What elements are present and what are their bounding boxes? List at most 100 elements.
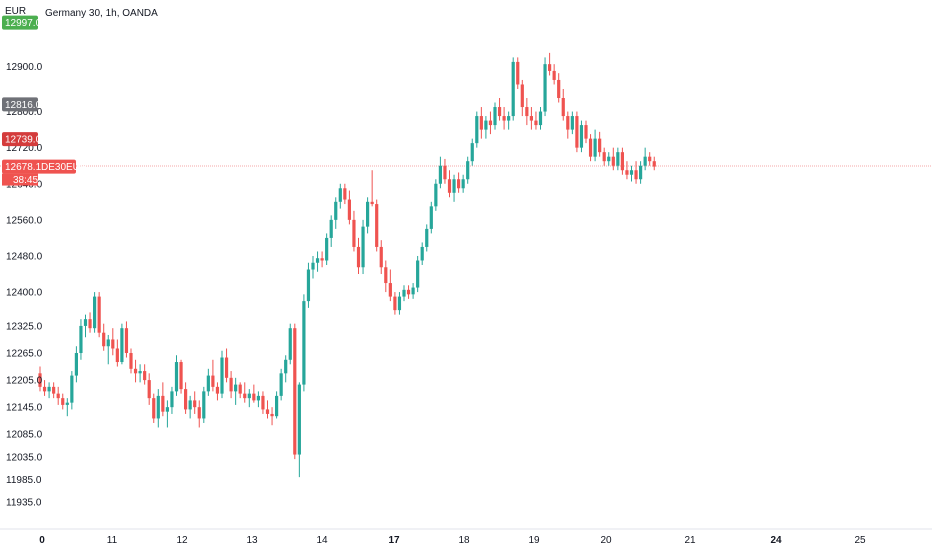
candle[interactable] [639, 161, 643, 184]
candle[interactable] [302, 294, 306, 392]
candle[interactable] [548, 52, 552, 76]
candle[interactable] [543, 57, 547, 117]
candle[interactable] [525, 98, 529, 126]
candle[interactable] [570, 111, 574, 135]
candle[interactable] [457, 172, 461, 193]
candle[interactable] [652, 156, 656, 171]
candle[interactable] [315, 251, 320, 272]
candle[interactable] [334, 197, 338, 229]
candle[interactable] [279, 368, 283, 401]
candle[interactable] [611, 147, 615, 171]
candle[interactable] [56, 386, 60, 405]
candle[interactable] [147, 373, 151, 405]
candle[interactable] [366, 197, 370, 234]
candle[interactable] [325, 233, 329, 265]
candle[interactable] [165, 400, 169, 428]
candle[interactable] [648, 152, 652, 166]
candle[interactable] [115, 339, 119, 367]
candle[interactable] [293, 323, 297, 460]
candle[interactable] [252, 384, 256, 403]
candle[interactable] [379, 240, 383, 275]
candle[interactable] [247, 389, 251, 408]
candle[interactable] [83, 314, 88, 338]
candle[interactable] [629, 165, 634, 182]
candle[interactable] [97, 292, 101, 338]
candle[interactable] [243, 382, 247, 403]
candle[interactable] [347, 190, 351, 225]
candle[interactable] [234, 377, 238, 405]
candle[interactable] [320, 251, 324, 268]
candle[interactable] [443, 158, 447, 184]
candle[interactable] [111, 328, 115, 356]
candle[interactable] [625, 161, 629, 180]
candle[interactable] [297, 382, 301, 478]
candle[interactable] [593, 129, 597, 162]
candle[interactable] [438, 156, 442, 189]
candle[interactable] [275, 391, 279, 419]
candle[interactable] [479, 107, 483, 139]
candle[interactable] [466, 156, 470, 184]
candle[interactable] [520, 79, 524, 117]
candle[interactable] [388, 269, 392, 302]
candle[interactable] [138, 364, 142, 383]
candle[interactable] [152, 393, 156, 423]
candle[interactable] [634, 161, 638, 184]
candle[interactable] [143, 364, 147, 385]
candle[interactable] [552, 64, 556, 85]
candle[interactable] [356, 237, 361, 275]
candle[interactable] [93, 292, 97, 333]
candle[interactable] [502, 107, 506, 130]
candle[interactable] [52, 382, 56, 399]
candle[interactable] [475, 111, 479, 148]
candle[interactable] [229, 371, 233, 399]
candle[interactable] [170, 386, 174, 414]
candle[interactable] [70, 371, 74, 410]
candle[interactable] [452, 174, 456, 202]
candle[interactable] [529, 107, 533, 130]
candle[interactable] [106, 334, 110, 365]
candle[interactable] [74, 346, 78, 383]
candle[interactable] [306, 262, 311, 308]
candle[interactable] [88, 312, 92, 333]
candle[interactable] [202, 386, 206, 423]
candle[interactable] [261, 391, 265, 414]
candle[interactable] [215, 382, 220, 401]
candle[interactable] [406, 285, 411, 299]
candle[interactable] [197, 400, 201, 428]
candle[interactable] [447, 170, 452, 198]
candle[interactable] [643, 147, 647, 171]
candle[interactable] [557, 73, 561, 103]
candle[interactable] [497, 98, 502, 121]
candle[interactable] [511, 57, 515, 121]
candle[interactable] [488, 111, 493, 135]
candle[interactable] [343, 183, 347, 205]
candles[interactable] [38, 52, 656, 478]
candle[interactable] [265, 400, 270, 419]
candle[interactable] [375, 199, 379, 252]
candle[interactable] [361, 219, 365, 275]
candle[interactable] [534, 111, 538, 130]
candle[interactable] [288, 323, 292, 365]
candle[interactable] [270, 407, 274, 426]
candle[interactable] [484, 116, 488, 139]
candle[interactable] [224, 348, 229, 383]
candle[interactable] [102, 323, 106, 351]
candle[interactable] [161, 382, 165, 417]
candle[interactable] [211, 359, 215, 392]
candle[interactable] [220, 350, 224, 399]
candle[interactable] [620, 147, 624, 175]
candle[interactable] [120, 323, 124, 365]
candle[interactable] [588, 134, 593, 162]
candle[interactable] [566, 111, 570, 139]
candle[interactable] [284, 355, 288, 383]
candle[interactable] [338, 183, 342, 209]
candle[interactable] [507, 111, 511, 130]
candle[interactable] [129, 348, 133, 374]
candle[interactable] [602, 147, 606, 166]
candle[interactable] [133, 359, 138, 383]
candle[interactable] [65, 398, 69, 417]
candle[interactable] [575, 111, 579, 153]
candle[interactable] [493, 102, 497, 130]
candle[interactable] [42, 380, 47, 396]
